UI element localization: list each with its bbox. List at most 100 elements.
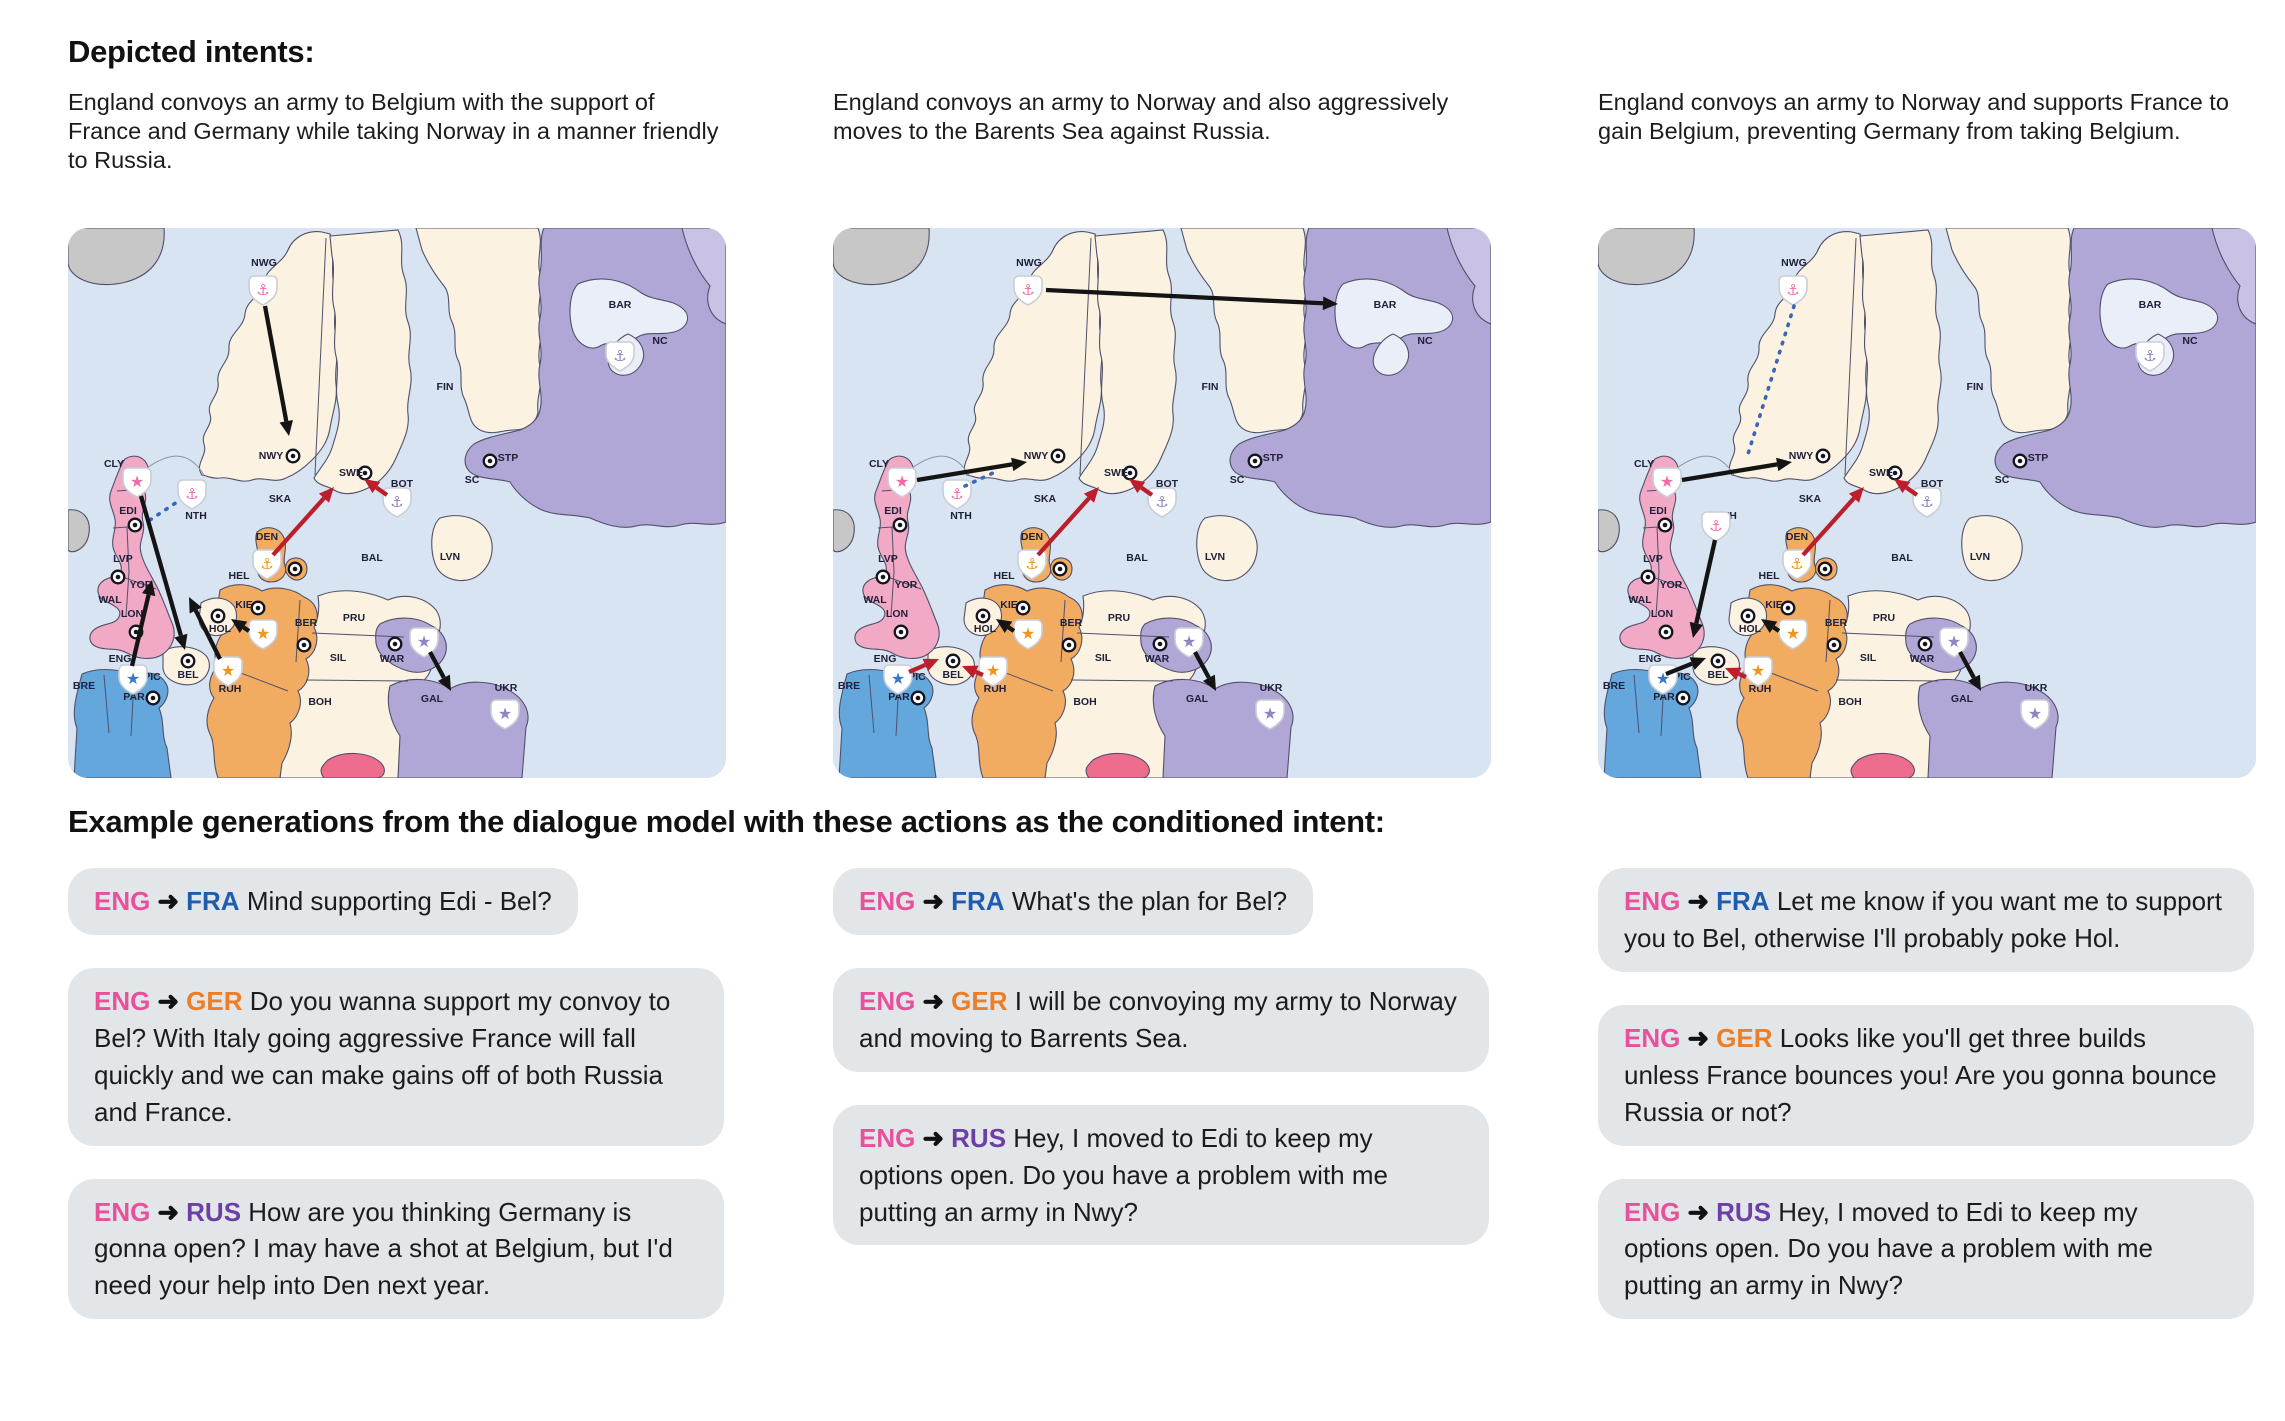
region-label-bar: BAR	[609, 299, 632, 311]
order-arrow	[1007, 625, 1016, 633]
region-label-nwg: NWG	[1781, 257, 1807, 269]
order-arrow	[271, 496, 326, 557]
france-army-badge	[883, 664, 913, 695]
region-label-eng: ENG	[874, 653, 897, 665]
arrow-right-icon: ➜	[1687, 886, 1710, 916]
region-label-nth: NTH	[185, 510, 207, 522]
region-label-bre: BRE	[838, 680, 860, 692]
anchor-icon: ⚓	[185, 485, 198, 503]
order-arrow	[916, 462, 1013, 483]
region-label-nc: NC	[1417, 335, 1433, 347]
russia-army-badge	[490, 699, 520, 730]
maps-row: NWG BAR NC FIN STP SC NWY SWE BOT SKA NTH CLY EDI LVP…	[68, 228, 2256, 778]
anchor-icon: ⚓	[2143, 347, 2156, 365]
region-label-hel: HEL	[994, 570, 1016, 582]
order-arrow	[1772, 625, 1781, 633]
order-arrow	[1801, 496, 1856, 557]
anchor-icon: ⚓	[1709, 517, 1722, 535]
russia-fleet-badge	[2135, 341, 2165, 372]
russia-army-badge	[1939, 627, 1969, 658]
convoy-route-dotted	[1746, 304, 1796, 456]
anchor-icon: ⚓	[1920, 493, 1933, 511]
order-arrow	[262, 305, 289, 422]
region-label-den: DEN	[1786, 531, 1808, 543]
region-label-den: DEN	[256, 531, 278, 543]
anchor-icon: ⚓	[1021, 281, 1034, 299]
region-label-hel: HEL	[1759, 570, 1781, 582]
order-arrow	[193, 609, 222, 660]
region-label-hel: HEL	[229, 570, 251, 582]
region-label-ska: SKA	[269, 493, 292, 505]
russia-army-badge	[1174, 627, 1204, 658]
order-arrow	[1193, 650, 1211, 679]
germany-army-badge	[978, 656, 1008, 687]
region-label-ber: BER	[1060, 617, 1083, 629]
region-label-boh: BOH	[1838, 696, 1861, 708]
order-arrow	[1045, 287, 1324, 306]
england-fleet-badge	[177, 479, 207, 510]
order-arrow	[1694, 539, 1718, 624]
region-label-swe: SWE	[339, 467, 363, 479]
message-text: Looks like you'll get three builds unles…	[1624, 1022, 2217, 1127]
intents-heading: Depicted intents:	[68, 34, 315, 69]
intent-text-2: England convoys an army to Norway and al…	[833, 89, 1449, 145]
convoy-route-dotted	[963, 470, 997, 488]
arrow-right-icon: ➜	[922, 886, 945, 916]
region-label-ska: SKA	[1799, 493, 1822, 505]
region-label-lvn: LVN	[1205, 551, 1225, 563]
germany-army-badge	[1013, 619, 1043, 650]
star-icon: ★	[126, 669, 140, 688]
region-label-yor: YOR	[1660, 579, 1683, 591]
region-label-nwy: NWY	[259, 450, 284, 462]
region-label-pru: PRU	[1108, 612, 1130, 624]
region-label-bot: BOT	[1921, 478, 1944, 490]
star-icon: ★	[986, 661, 1000, 680]
sender-label: ENG	[94, 985, 151, 1016]
region-label-swe: SWE	[1869, 467, 1893, 479]
anchor-icon: ⚓	[256, 281, 269, 299]
region-label-fin: FIN	[1202, 381, 1219, 393]
star-icon: ★	[498, 704, 512, 723]
message-text: Hey, I moved to Edi to keep my options o…	[1624, 1196, 2153, 1301]
sender-label: ENG	[1624, 1022, 1681, 1053]
region-label-wal: WAL	[863, 594, 887, 606]
arrow-right-icon: ➜	[157, 1196, 180, 1227]
region-label-nwg: NWG	[251, 257, 277, 269]
recipient-label: RUS	[951, 1122, 1007, 1153]
arrow-right-icon: ➜	[922, 985, 945, 1016]
region-label-boh: BOH	[308, 696, 331, 708]
region-label-kie: KIE	[235, 599, 253, 611]
anchor-icon: ⚓	[1790, 555, 1803, 573]
message-bubble: ENG ➜ RUS How are you thinking Germany is …	[68, 1178, 724, 1320]
region-label-gal: GAL	[421, 693, 444, 705]
region-label-ruh: RUH	[219, 683, 242, 695]
figure-page: Depicted intents: England convoys an arm…	[68, 34, 2256, 1320]
recipient-label: FRA	[1716, 886, 1770, 916]
message-column-1: ENG ➜ FRA Mind supporting Edi - Bel? ENG ➜ G…	[68, 868, 726, 1320]
region-label-bar: BAR	[1374, 299, 1397, 311]
anchor-icon: ⚓	[950, 485, 963, 503]
message-column-3: ENG ➜ FRA Let me know if you want me to su…	[1598, 868, 2256, 1320]
region-label-war: WAR	[1910, 653, 1935, 665]
region-label-bal: BAL	[1126, 552, 1148, 564]
recipient-label: GER	[1716, 1022, 1773, 1053]
star-icon: ★	[1751, 661, 1765, 680]
region-label-nwy: NWY	[1024, 450, 1049, 462]
england-fleet-badge	[1778, 275, 1808, 306]
region-label-ukr: UKR	[1260, 682, 1283, 694]
germany-army-badge	[1743, 656, 1773, 687]
region-label-edi: EDI	[884, 505, 902, 517]
message-bubble: ENG ➜ GER Do you wanna support my convoy t…	[68, 967, 724, 1146]
region-label-ukr: UKR	[495, 682, 518, 694]
region-label-eng: ENG	[1639, 653, 1662, 665]
region-label-eng: ENG	[109, 653, 132, 665]
region-label-bal: BAL	[361, 552, 383, 564]
region-label-gal: GAL	[1186, 693, 1209, 705]
star-icon: ★	[1947, 632, 1961, 651]
order-arrow	[974, 669, 984, 677]
england-army-badge	[887, 467, 917, 498]
germany-fleet-badge	[1782, 549, 1812, 580]
region-label-sil: SIL	[1860, 652, 1877, 664]
diplomacy-map-1: NWG BAR NC FIN STP SC NWY SWE BOT SKA NTH CLY EDI LVP…	[68, 228, 726, 778]
region-label-sc: SC	[1230, 474, 1245, 486]
